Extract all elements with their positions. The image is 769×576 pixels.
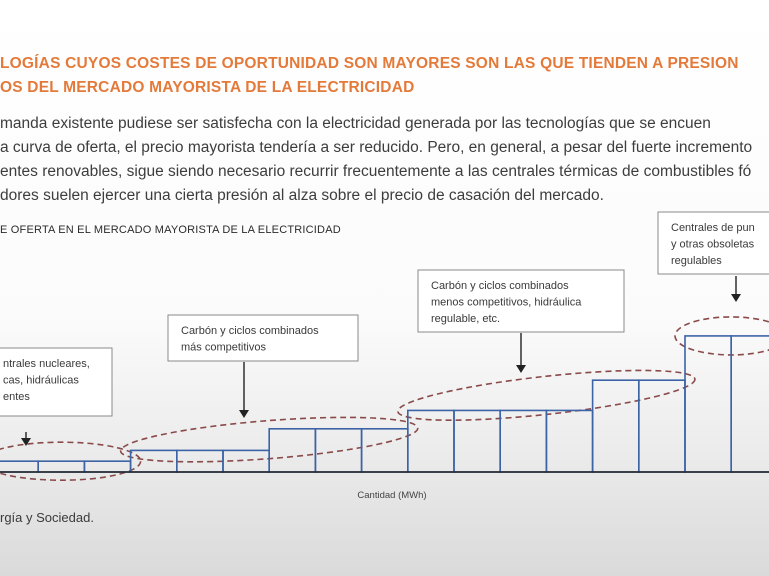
supply-bar: [176, 449, 224, 473]
callout-text-line: Carbón y ciclos combinados: [181, 325, 319, 337]
callout-text-line: ntrales nucleares,: [3, 358, 90, 370]
callout-text-line: Carbón y ciclos combinados: [431, 280, 569, 292]
group-ellipses: [0, 316, 769, 481]
supply-bar: [591, 379, 640, 473]
supply-bar: [684, 335, 733, 473]
callout-text-line: Centrales de pun: [671, 222, 755, 234]
callout-text-line: y otras obsoletas: [671, 239, 755, 251]
callout-box: Carbón y ciclos combinados más competitiv…: [167, 314, 359, 418]
supply-bar: [360, 427, 409, 473]
callout-frame: [657, 211, 769, 275]
callout-text-line: regulable, etc.: [431, 313, 500, 325]
supply-bar: [222, 449, 271, 473]
supply-bar: [314, 427, 363, 473]
x-axis-label: Cantidad (MWh): [357, 490, 426, 501]
callout-arrowhead: [21, 438, 31, 446]
bars-layer: [0, 335, 769, 473]
group-ellipse: [397, 369, 696, 422]
supply-bar: [499, 409, 548, 473]
heading-line-2: OS DEL MERCADO MAYORISTA DE LA ELECTRICI…: [0, 79, 415, 96]
supply-bar: [406, 409, 455, 473]
group-ellipse: [0, 441, 142, 481]
supply-bar: [730, 335, 769, 473]
callout-text-line: más competitivos: [181, 342, 266, 354]
section-heading: LOGÍAS CUYOS COSTES DE OPORTUNIDAD SON M…: [0, 52, 739, 100]
supply-bar: [268, 427, 317, 473]
callout-frame: [0, 347, 113, 417]
body-paragraph: manda existente pudiese ser satisfecha c…: [0, 112, 752, 208]
callout-text-line: entes: [3, 391, 30, 403]
paragraph-line-1: manda existente pudiese ser satisfecha c…: [0, 115, 711, 132]
callout-arrowhead: [516, 365, 526, 373]
supply-bar: [83, 460, 132, 473]
group-ellipse: [119, 416, 419, 463]
figure-title: E OFERTA EN EL MERCADO MAYORISTA DE LA E…: [0, 224, 341, 236]
source-note: rgía y Sociedad.: [0, 510, 94, 525]
supply-bar: [0, 460, 40, 473]
supply-bar: [37, 460, 86, 473]
callout-arrowhead: [731, 294, 741, 302]
callout-frame: [417, 269, 625, 333]
paragraph-line-3: entes renovables, sigue siendo necesario…: [0, 163, 752, 180]
callout-box: Centrales de pun y otras obsoletas regulab…: [657, 211, 769, 302]
callouts-layer: ntrales nucleares, cas, hidráulicas entes C…: [0, 211, 769, 446]
paragraph-line-4: dores suelen ejercer una cierta presión …: [0, 187, 604, 204]
supply-bar: [637, 379, 686, 473]
callout-text-line: regulables: [671, 255, 722, 267]
supply-bar: [129, 449, 178, 473]
heading-line-1: LOGÍAS CUYOS COSTES DE OPORTUNIDAD SON M…: [0, 55, 739, 72]
paragraph-line-2: a curva de oferta, el precio mayorista t…: [0, 139, 753, 156]
supply-bar: [453, 409, 502, 473]
callout-box: Carbón y ciclos combinados menos competit…: [417, 269, 625, 373]
callout-frame: [167, 314, 359, 362]
callout-arrowhead: [239, 410, 249, 418]
callout-box: ntrales nucleares, cas, hidráulicas entes: [0, 347, 113, 446]
callout-text-line: cas, hidráulicas: [3, 375, 79, 387]
supply-bar: [545, 409, 594, 473]
callout-text-line: menos competitivos, hidráulica: [431, 297, 582, 309]
